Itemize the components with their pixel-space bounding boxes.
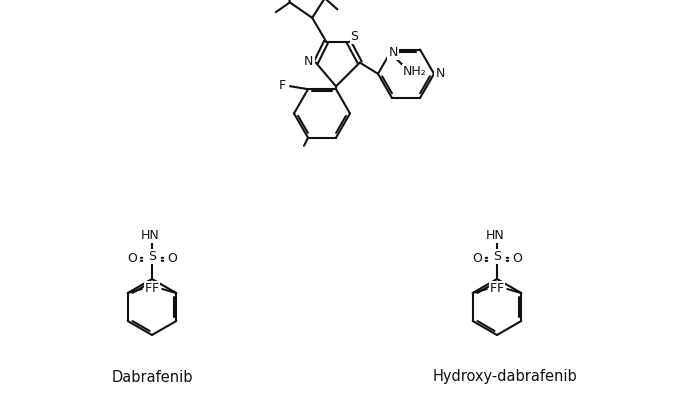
Text: F: F <box>278 79 286 92</box>
Text: F: F <box>497 282 504 295</box>
Text: HN: HN <box>485 229 504 243</box>
Text: F: F <box>490 282 497 295</box>
Text: O: O <box>127 252 137 265</box>
Text: Hydroxy-dabrafenib: Hydroxy-dabrafenib <box>433 369 577 384</box>
Text: Dabrafenib: Dabrafenib <box>111 369 193 384</box>
Text: S: S <box>350 30 358 43</box>
Text: S: S <box>493 250 501 263</box>
Text: F: F <box>152 282 159 295</box>
Text: NH₂: NH₂ <box>403 66 427 79</box>
Text: HN: HN <box>140 229 159 243</box>
Text: O: O <box>512 252 522 265</box>
Text: S: S <box>148 250 156 263</box>
Text: N: N <box>435 67 445 80</box>
Text: F: F <box>145 282 153 295</box>
Text: N: N <box>304 55 313 68</box>
Text: O: O <box>167 252 177 265</box>
Text: O: O <box>472 252 482 265</box>
Text: N: N <box>388 46 398 59</box>
